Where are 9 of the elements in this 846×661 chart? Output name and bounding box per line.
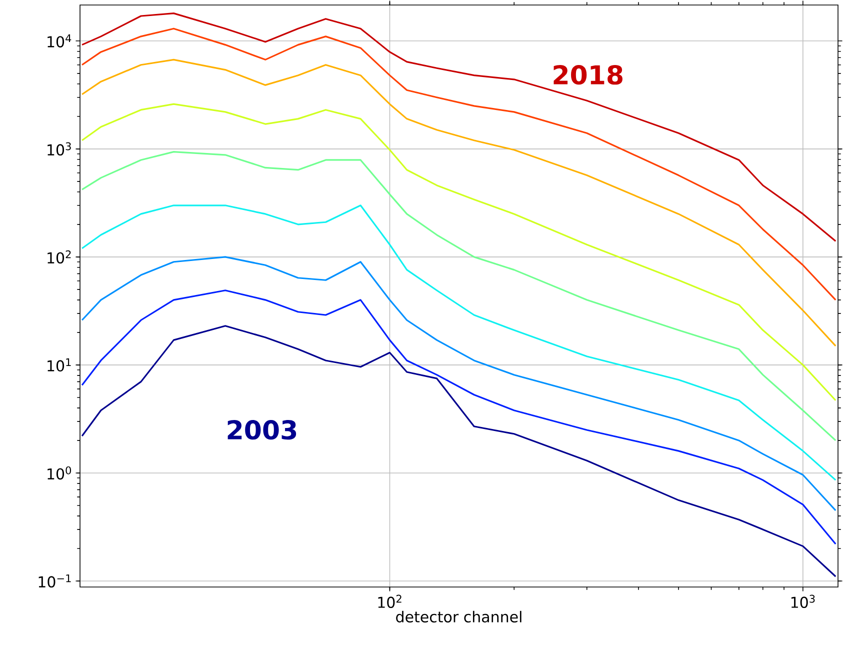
y-tick-label: 10$^{3}$ <box>48 142 71 156</box>
y-tick-label: 10$^{4}$ <box>48 34 72 48</box>
annotation: 2003 <box>228 420 296 440</box>
y-tick-label: 10$^{2}$ <box>48 250 71 264</box>
y-tick-label: 10$^{0}$ <box>48 466 72 480</box>
y-tick-label: 10$^{−1}$ <box>38 574 71 588</box>
annotation: 2018 <box>554 64 622 85</box>
x-axis-title: detector channel <box>396 610 522 622</box>
y-tick-label: 10$^{1}$ <box>48 358 71 372</box>
